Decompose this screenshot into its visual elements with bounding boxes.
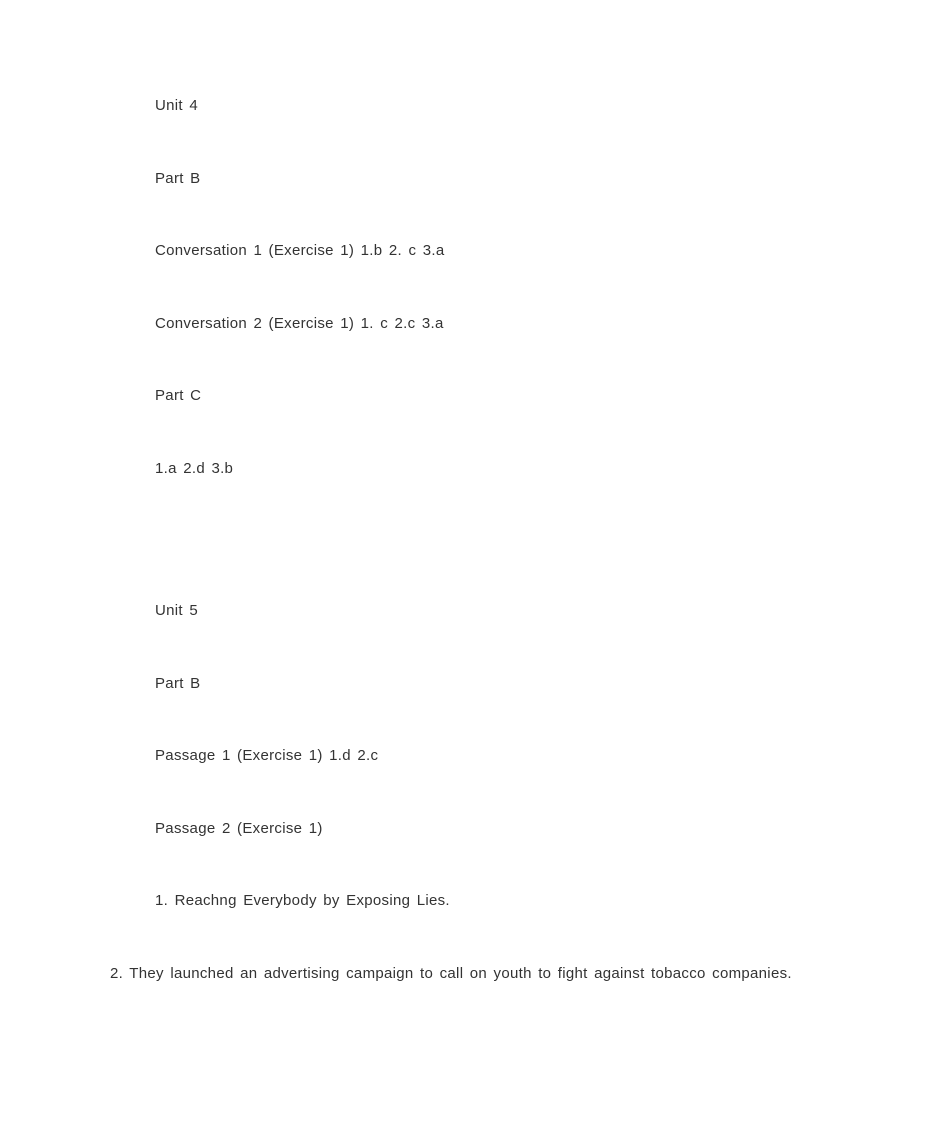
line-answer1: 1. Reachng Everybody by Exposing Lies.	[155, 890, 855, 913]
line-partb-2: Part B	[155, 673, 855, 696]
line-answer2: 2. They launched an advertising campaign…	[80, 963, 855, 986]
line-unit5: Unit 5	[155, 600, 855, 623]
line-passage1: Passage 1 (Exercise 1) 1.d 2.c	[155, 745, 855, 768]
line-passage2: Passage 2 (Exercise 1)	[155, 818, 855, 841]
line-conv2: Conversation 2 (Exercise 1) 1. c 2.c 3.a	[155, 313, 855, 336]
answer2-text: 2. They launched an advertising campaign…	[110, 965, 792, 982]
line-conv1: Conversation 1 (Exercise 1) 1.b 2. c 3.a	[155, 240, 855, 263]
line-unit4: Unit 4	[155, 95, 855, 118]
line-partc-answers: 1.a 2.d 3.b	[155, 458, 855, 481]
line-partb-1: Part B	[155, 168, 855, 191]
line-partc: Part C	[155, 385, 855, 408]
